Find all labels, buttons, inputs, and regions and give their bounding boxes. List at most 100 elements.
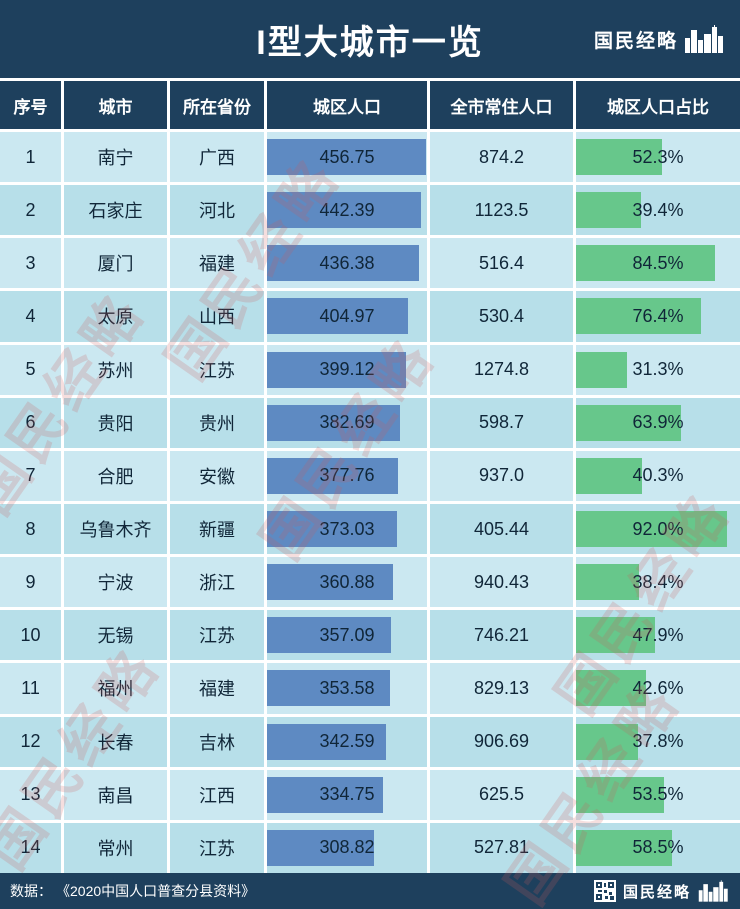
share-cell: 42.6% [576,663,740,714]
urban-pop-cell: 342.59 [267,716,427,767]
urban-pop-bar [267,457,399,494]
qr-code-icon [593,880,616,902]
urban-pop-cell: 373.03 [267,503,427,555]
urban-pop-value: 399.12 [319,359,375,380]
footer-bar: 数据： 《2020中国人口普查分县资料》 国民经略 [0,873,740,909]
brand-logo: 国民经略 [594,25,726,53]
share-bar [576,670,646,707]
urban-pop-bar [267,670,390,707]
city-cell: 厦门 [64,238,167,289]
province-cell: 福建 [170,663,264,714]
total-pop-cell: 625.5 [430,769,573,820]
share-value: 38.4% [632,571,684,592]
city-cell: 长春 [64,716,167,767]
skyline-icon [698,880,728,902]
rank-cell: 6 [0,397,61,448]
share-cell: 92.0% [576,503,740,555]
share-cell: 58.5% [576,822,740,873]
data-table: 序号 城市 所在省份 城区人口 全市常住人口 城区人口占比 1 南宁 广西 45… [0,78,740,873]
source-label: 数据： [10,883,52,899]
total-pop-cell: 516.4 [430,238,573,289]
urban-pop-value: 357.09 [319,624,375,645]
province-cell: 福建 [170,238,264,289]
city-cell: 无锡 [64,610,167,661]
share-bar [576,245,715,282]
city-cell: 南宁 [64,132,167,183]
share-value: 63.9% [632,412,684,433]
share-bar [576,404,681,441]
urban-pop-cell: 308.82 [267,822,427,873]
total-pop-cell: 1274.8 [430,344,573,395]
urban-pop-bar [267,192,421,229]
province-cell: 江苏 [170,822,264,873]
province-cell: 吉林 [170,716,264,767]
table-row: 6 贵阳 贵州 382.69 598.7 63.9% [0,397,740,448]
table-row: 5 苏州 江苏 399.12 1274.8 31.3% [0,344,740,395]
source-text: 《2020中国人口普查分县资料》 [56,883,256,899]
table-row: 2 石家庄 河北 442.39 1123.5 39.4% [0,185,740,236]
province-cell: 广西 [170,132,264,183]
province-cell: 新疆 [170,503,264,555]
rank-cell: 9 [0,557,61,608]
city-cell: 乌鲁木齐 [64,503,167,555]
share-cell: 37.8% [576,716,740,767]
share-cell: 47.9% [576,610,740,661]
share-bar [576,564,639,601]
share-bar [576,457,643,494]
share-value: 42.6% [632,677,684,698]
urban-pop-bar [267,617,392,654]
province-cell: 江苏 [170,344,264,395]
share-cell: 52.3% [576,132,740,183]
skyline-icon [685,25,723,53]
share-bar [576,298,702,335]
city-cell: 合肥 [64,450,167,501]
urban-pop-value: 404.97 [319,305,375,326]
share-value: 31.3% [632,359,684,380]
total-pop-cell: 405.44 [430,503,573,555]
urban-pop-value: 436.38 [319,252,375,273]
urban-pop-value: 308.82 [319,837,375,858]
page-title: I型大城市一览 [256,23,484,62]
province-cell: 贵州 [170,397,264,448]
province-cell: 江苏 [170,610,264,661]
urban-pop-value: 456.75 [319,146,375,167]
urban-pop-bar [267,723,387,760]
share-bar [576,617,655,654]
urban-pop-cell: 404.97 [267,291,427,342]
table-row: 7 合肥 安徽 377.76 937.0 40.3% [0,450,740,501]
total-pop-cell: 906.69 [430,716,573,767]
rank-cell: 7 [0,450,61,501]
rank-cell: 13 [0,769,61,820]
city-cell: 南昌 [64,769,167,820]
urban-pop-cell: 360.88 [267,557,427,608]
city-cell: 贵阳 [64,397,167,448]
urban-pop-cell: 382.69 [267,397,427,448]
province-cell: 江西 [170,769,264,820]
share-value: 52.3% [632,146,684,167]
urban-pop-cell: 353.58 [267,663,427,714]
total-pop-cell: 598.7 [430,397,573,448]
total-pop-cell: 746.21 [430,610,573,661]
province-cell: 河北 [170,185,264,236]
data-source: 数据： 《2020中国人口普查分县资料》 [10,881,255,901]
urban-pop-value: 382.69 [319,412,375,433]
province-cell: 安徽 [170,450,264,501]
urban-pop-value: 377.76 [319,465,375,486]
share-bar [576,723,638,760]
table-row: 9 宁波 浙江 360.88 940.43 38.4% [0,557,740,608]
urban-pop-cell: 377.76 [267,450,427,501]
share-value: 76.4% [632,305,684,326]
share-value: 58.5% [632,837,684,858]
share-value: 84.5% [632,252,684,273]
rank-cell: 5 [0,344,61,395]
share-bar [576,511,727,548]
header-total-pop: 全市常住人口 [430,81,573,129]
urban-pop-cell: 357.09 [267,610,427,661]
city-cell: 常州 [64,822,167,873]
urban-pop-bar [267,776,384,813]
rank-cell: 1 [0,132,61,183]
share-bar [576,829,672,866]
share-cell: 40.3% [576,450,740,501]
rank-cell: 2 [0,185,61,236]
